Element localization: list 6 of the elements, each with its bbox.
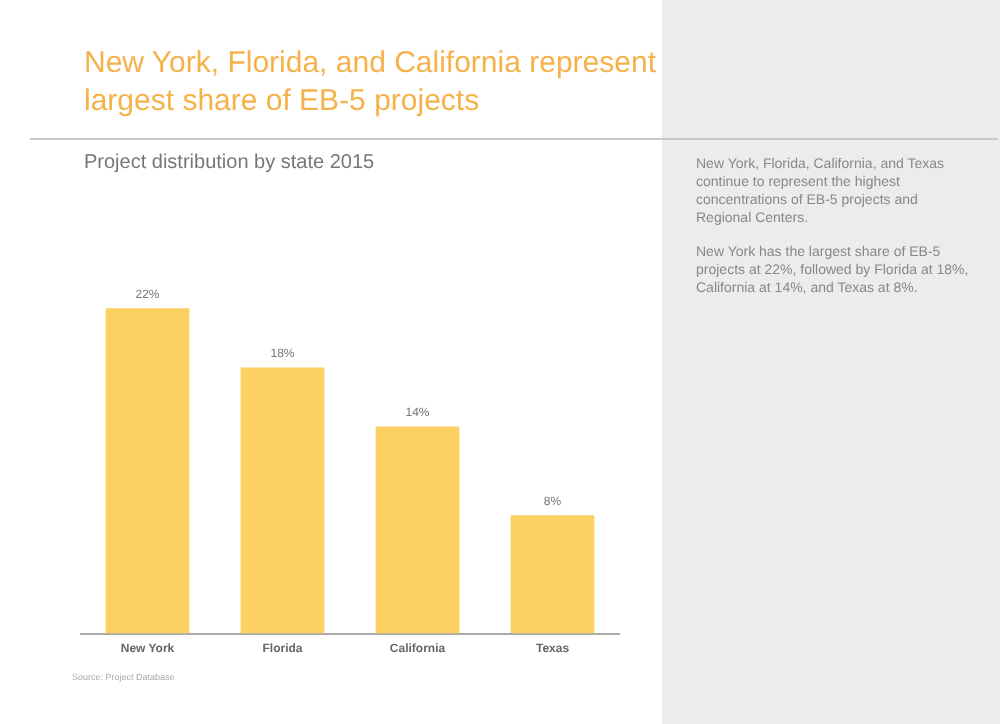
bar — [510, 515, 595, 634]
bar — [105, 308, 190, 634]
chart-title: New York, Florida, and California represent largest share of EB-5 projects — [84, 44, 658, 120]
chart-subtitle: Project distribution by state 2015 — [84, 152, 375, 174]
bar — [375, 426, 460, 634]
bar — [240, 367, 325, 634]
